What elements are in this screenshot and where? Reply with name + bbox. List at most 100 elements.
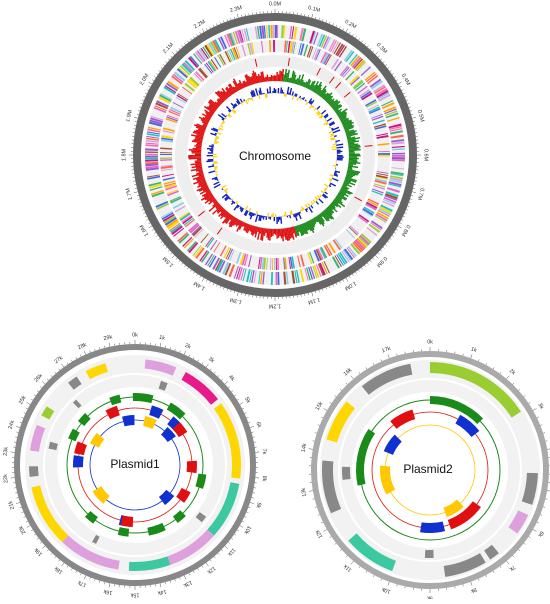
gc-content <box>256 211 258 214</box>
tick-mark <box>193 571 194 573</box>
tick-mark <box>228 387 230 388</box>
tick-mark <box>160 343 161 347</box>
tick-mark <box>71 360 72 362</box>
tick-mark <box>225 546 228 549</box>
tick-mark <box>361 268 362 270</box>
gc-content <box>312 200 315 203</box>
gc-skew <box>188 155 201 157</box>
gene <box>392 155 405 157</box>
gc-block <box>143 416 157 429</box>
tick-label: 2.3M <box>229 5 243 14</box>
tick-mark <box>315 433 317 434</box>
tick-mark <box>394 77 396 78</box>
tick-mark <box>149 82 152 84</box>
tick-mark <box>31 530 33 531</box>
tick-mark <box>402 219 404 220</box>
tick-mark <box>234 17 235 19</box>
gc-content <box>327 118 332 122</box>
tick-mark <box>252 432 254 433</box>
tick-mark <box>244 517 246 518</box>
tick-mark <box>351 376 354 379</box>
tick-mark <box>237 292 238 296</box>
tick-mark <box>335 396 337 397</box>
tick-label: 1.7M <box>125 187 134 201</box>
gc-content <box>270 217 272 220</box>
tick-mark <box>326 21 327 23</box>
tick-mark <box>375 52 378 55</box>
tick-mark <box>385 64 387 65</box>
gc-content <box>316 201 319 205</box>
gene <box>378 153 390 155</box>
tick-label: 2k <box>184 343 192 351</box>
tick-mark <box>405 213 407 214</box>
tick-mark <box>189 573 190 575</box>
tick-mark <box>506 376 509 379</box>
tick-mark <box>90 351 91 353</box>
tick-mark <box>388 354 389 358</box>
tick-mark <box>231 290 232 292</box>
tick-mark <box>370 48 371 49</box>
gc-content <box>267 89 269 94</box>
tick-mark <box>175 579 176 581</box>
tick-mark <box>84 351 86 355</box>
tick-mark <box>309 449 313 450</box>
tick-mark <box>540 425 542 426</box>
tick-mark <box>322 289 323 291</box>
tick-label: 0.1M <box>307 5 321 14</box>
tick-mark <box>329 22 330 24</box>
tick-mark <box>410 111 412 112</box>
tick-mark <box>137 114 139 115</box>
tick-mark <box>543 507 545 508</box>
tick-mark <box>315 17 316 19</box>
tick-mark <box>411 195 413 196</box>
tick-label: 18k <box>53 565 64 575</box>
skew-block <box>142 393 153 403</box>
tick-label: 25k <box>18 395 28 406</box>
tick-mark <box>161 241 163 242</box>
tick-mark <box>16 502 20 503</box>
tick-mark <box>333 285 334 287</box>
plasmid2-label: Plasmid2 <box>403 462 453 476</box>
tick-mark <box>213 25 214 27</box>
gene <box>273 25 275 38</box>
tick-mark <box>533 409 536 411</box>
tick-label: 28k <box>77 342 88 351</box>
tick-label: 0.4M <box>400 73 412 87</box>
tick-mark <box>373 51 374 52</box>
gc-content <box>292 91 294 95</box>
tick-mark <box>336 283 337 285</box>
gc-content <box>337 154 338 155</box>
tick-mark <box>237 399 239 400</box>
tick-mark <box>252 498 254 499</box>
gc-content <box>321 110 326 115</box>
tick-mark <box>99 581 100 583</box>
tick-label: 14k <box>157 588 167 596</box>
tick-mark <box>359 566 360 568</box>
tick-mark <box>500 566 501 568</box>
skew-block <box>187 461 197 473</box>
gc-content <box>299 96 301 99</box>
tick-mark <box>76 571 77 573</box>
tick-label: 29k <box>103 334 113 342</box>
skew-block <box>118 527 129 537</box>
tick-mark <box>340 389 341 390</box>
gc-content <box>275 214 276 217</box>
tick-mark <box>62 364 64 367</box>
gc-block <box>90 433 104 448</box>
tick-mark <box>40 387 42 388</box>
tick-label: 9k <box>254 501 262 509</box>
tick-mark <box>359 372 360 374</box>
tick-mark <box>329 286 330 288</box>
tick-mark <box>160 583 161 587</box>
tick-label: 15k <box>130 592 139 598</box>
tick-mark <box>400 86 402 87</box>
tick-mark <box>193 272 194 274</box>
tick-mark <box>396 80 398 81</box>
tick-mark <box>172 52 175 55</box>
tick-mark <box>143 213 145 214</box>
tick-mark <box>463 584 464 586</box>
gc-content <box>206 160 213 162</box>
tick-mark <box>240 403 243 405</box>
tick-label: 0.8M <box>400 223 412 237</box>
